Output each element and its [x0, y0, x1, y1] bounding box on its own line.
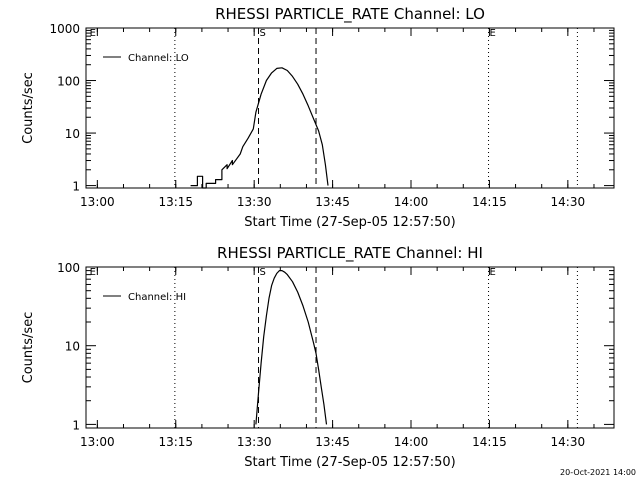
x-tick-label: 14:30 [551, 195, 586, 209]
x-tick-label: 13:15 [158, 195, 193, 209]
y-tick-label: 1 [72, 180, 80, 194]
x-tick-label: 13:45 [315, 195, 350, 209]
y-axis-label: Counts/sec [21, 312, 36, 384]
x-axis-label: Start Time (27-Sep-05 12:57:50) [244, 215, 455, 230]
legend-label: Channel: HI [128, 292, 186, 303]
y-tick-label: 100 [57, 75, 80, 89]
x-tick-label: 13:00 [80, 435, 115, 449]
x-tick-label: 13:45 [315, 435, 350, 449]
series-line-hi [255, 270, 328, 425]
plot-frame [85, 27, 615, 189]
x-tick-label: 14:15 [472, 195, 507, 209]
event-marker-label: S [260, 267, 266, 278]
x-tick-label: 14:30 [551, 435, 586, 449]
x-tick-label: 14:15 [472, 435, 507, 449]
chart-title: RHESSI PARTICLE_RATE Channel: HI [217, 244, 483, 263]
x-tick-label: 13:30 [237, 195, 272, 209]
x-axis-label: Start Time (27-Sep-05 12:57:50) [244, 455, 455, 470]
panel-hi: RHESSI PARTICLE_RATE Channel: HI Counts/s… [21, 244, 615, 470]
x-tick-label: 14:00 [394, 435, 429, 449]
plot-frame [85, 266, 615, 429]
y-tick-label: 100 [57, 261, 80, 275]
x-tick-label: 13:15 [158, 435, 193, 449]
footer-timestamp: 20-Oct-2021 14:00 [560, 468, 636, 477]
x-tick-label: 13:00 [80, 195, 115, 209]
y-tick-label: 10 [65, 127, 80, 141]
y-tick-label: 10 [65, 340, 80, 354]
y-tick-label: 1000 [49, 22, 80, 36]
y-axis-label: Counts/sec [21, 72, 36, 144]
y-tick-label: 1 [72, 418, 80, 432]
panel-lo: RHESSI PARTICLE_RATE Channel: LO Counts/s… [21, 5, 615, 230]
event-marker-label: E [90, 28, 96, 39]
event-marker-label: E [90, 267, 96, 278]
legend-label: Channel: LO [128, 53, 189, 64]
x-tick-label: 14:00 [394, 195, 429, 209]
event-marker-label: E [490, 28, 496, 39]
x-tick-label: 13:30 [237, 435, 272, 449]
chart-title: RHESSI PARTICLE_RATE Channel: LO [215, 5, 485, 24]
series-line-lo [190, 67, 329, 189]
event-marker-label: S [260, 28, 266, 39]
event-marker-label: E [490, 267, 496, 278]
